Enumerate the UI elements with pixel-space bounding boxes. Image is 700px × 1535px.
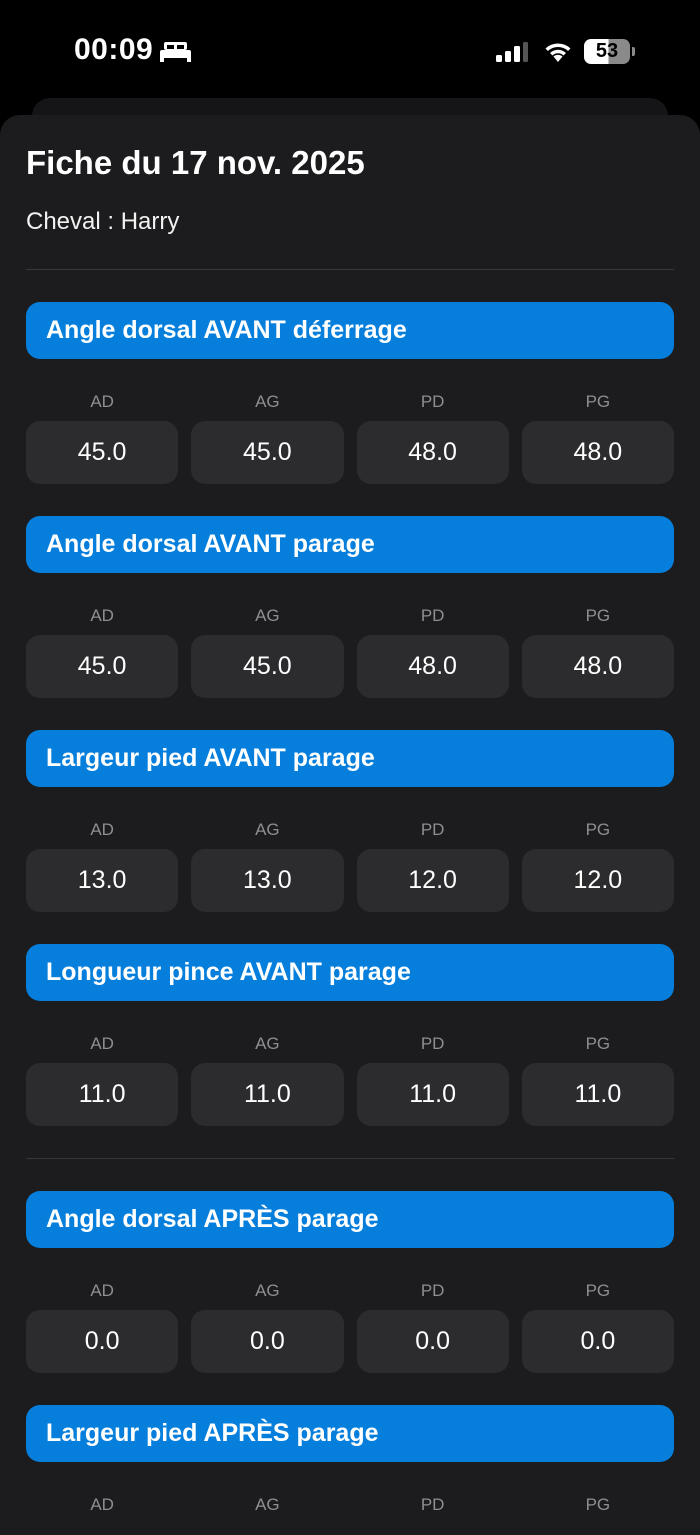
column-label-ag: AG — [255, 1281, 280, 1300]
column-label-ad: AD — [90, 1281, 114, 1300]
bed-icon — [160, 42, 191, 62]
record-sheet: Fiche du 17 nov. 2025 Cheval : Harry Ang… — [0, 115, 700, 1535]
section-header: Largeur pied APRÈS parage — [26, 1405, 674, 1462]
column-label-ag: AG — [255, 820, 280, 839]
wifi-icon — [545, 43, 571, 62]
column-label-pd: PD — [420, 392, 445, 411]
value-row: 0.0 0.0 0.0 0.0 — [26, 1310, 674, 1373]
section-header: Angle dorsal AVANT parage — [26, 516, 674, 573]
value-field-pg[interactable]: 48.0 — [521, 421, 674, 484]
value-field-ad[interactable]: 11.0 — [26, 1063, 179, 1126]
measurement-section: Angle dorsal AVANT parage AD AG PD PG 45.0 45.… — [26, 516, 674, 698]
measurement-section: Longueur pince AVANT parage AD AG PD PG 11.0 1… — [26, 944, 674, 1126]
measurement-section: Angle dorsal APRÈS parage AD AG PD PG 0.0 0.0 0… — [26, 1191, 674, 1373]
column-label-pg: PG — [585, 1495, 611, 1514]
column-labels: AD AG PD PG — [26, 1034, 674, 1054]
column-label-ag: AG — [255, 1034, 280, 1053]
column-label-pg: PG — [585, 820, 611, 839]
column-label-ad: AD — [90, 1495, 114, 1514]
value-field-ad[interactable]: 45.0 — [26, 635, 179, 698]
column-labels: AD AG PD PG — [26, 1281, 674, 1301]
battery-tip — [632, 47, 635, 56]
horse-name: Cheval : Harry — [26, 208, 180, 235]
column-label-pd: PD — [420, 606, 445, 625]
column-label-pg: PG — [585, 392, 611, 411]
status-bar: 00:09 53 — [0, 0, 700, 100]
value-field-ag[interactable]: 11.0 — [191, 1063, 344, 1126]
column-label-pd: PD — [420, 1034, 445, 1053]
section-header: Angle dorsal APRÈS parage — [26, 1191, 674, 1248]
measurement-section: Largeur pied AVANT parage AD AG PD PG 13.0 13.… — [26, 730, 674, 912]
value-field-pg[interactable]: 12.0 — [521, 849, 674, 912]
value-field-pd[interactable]: 48.0 — [356, 421, 509, 484]
value-field-pg[interactable]: 0.0 — [521, 1310, 674, 1373]
column-label-pg: PG — [585, 606, 611, 625]
value-field-ag[interactable]: 13.0 — [191, 849, 344, 912]
value-row: 45.0 45.0 48.0 48.0 — [26, 421, 674, 484]
section-header: Largeur pied AVANT parage — [26, 730, 674, 787]
battery-icon: 53 — [584, 39, 630, 64]
column-label-pd: PD — [420, 1495, 445, 1514]
value-field-ag[interactable]: 0.0 — [191, 1310, 344, 1373]
divider — [26, 269, 674, 270]
value-field-ad[interactable]: 0.0 — [26, 1310, 179, 1373]
column-label-ad: AD — [90, 820, 114, 839]
value-row: 11.0 11.0 11.0 11.0 — [26, 1063, 674, 1126]
column-labels: AD AG PD PG — [26, 606, 674, 626]
column-label-ad: AD — [90, 606, 114, 625]
column-labels: AD AG PD PG — [26, 1495, 674, 1515]
value-field-pg[interactable]: 11.0 — [521, 1063, 674, 1126]
value-row: 45.0 45.0 48.0 48.0 — [26, 635, 674, 698]
column-label-ag: AG — [255, 606, 280, 625]
column-label-pd: PD — [420, 1281, 445, 1300]
divider — [26, 1158, 674, 1159]
column-label-pd: PD — [420, 820, 445, 839]
column-label-pg: PG — [585, 1281, 611, 1300]
value-field-ad[interactable]: 13.0 — [26, 849, 179, 912]
value-field-pd[interactable]: 11.0 — [356, 1063, 509, 1126]
column-label-ad: AD — [90, 392, 114, 411]
value-field-pd[interactable]: 12.0 — [356, 849, 509, 912]
measurement-section: Largeur pied APRÈS parage AD AG PD PG — [26, 1405, 674, 1515]
value-field-pd[interactable]: 0.0 — [356, 1310, 509, 1373]
value-field-ag[interactable]: 45.0 — [191, 421, 344, 484]
signal-icon — [496, 42, 528, 62]
column-labels: AD AG PD PG — [26, 820, 674, 840]
measurement-section: Angle dorsal AVANT déferrage AD AG PD PG 45.0… — [26, 302, 674, 484]
value-field-pd[interactable]: 48.0 — [356, 635, 509, 698]
column-label-ad: AD — [90, 1034, 114, 1053]
column-label-ag: AG — [255, 1495, 280, 1514]
column-label-ag: AG — [255, 392, 280, 411]
value-field-ag[interactable]: 45.0 — [191, 635, 344, 698]
clock: 00:09 — [74, 33, 154, 66]
value-field-pg[interactable]: 48.0 — [521, 635, 674, 698]
column-labels: AD AG PD PG — [26, 392, 674, 412]
page-title: Fiche du 17 nov. 2025 — [26, 144, 365, 181]
section-header: Longueur pince AVANT parage — [26, 944, 674, 1001]
measurement-sections: Angle dorsal AVANT déferrage AD AG PD PG 45.0… — [26, 302, 674, 1515]
value-row: 13.0 13.0 12.0 12.0 — [26, 849, 674, 912]
column-label-pg: PG — [585, 1034, 611, 1053]
section-header: Angle dorsal AVANT déferrage — [26, 302, 674, 359]
value-field-ad[interactable]: 45.0 — [26, 421, 179, 484]
